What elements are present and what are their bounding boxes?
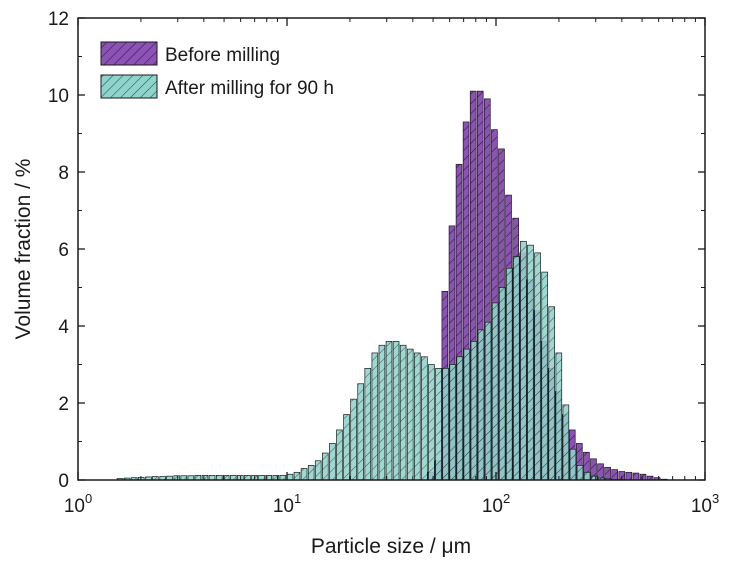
bar-after-milling-59 [534, 252, 541, 481]
x-tick-label-2: 102 [482, 491, 510, 517]
legend-label-before-milling: Before milling [165, 45, 280, 66]
x-tick-label-0: 100 [64, 491, 92, 517]
bar-after-milling-38 [385, 341, 393, 481]
bar-after-milling-43 [421, 356, 428, 481]
y-axis-title: Volume fraction / % [12, 159, 35, 340]
bar-after-milling-54 [498, 287, 506, 481]
x-tick-label-3: 103 [691, 491, 719, 517]
bar-after-milling-58 [527, 244, 534, 481]
bar-after-milling-29 [322, 452, 329, 481]
legend-swatch-after-milling [100, 74, 158, 99]
bar-after-milling-48 [456, 356, 464, 481]
bar-after-milling-27 [307, 465, 315, 481]
bar-after-milling-25 [293, 471, 301, 481]
y-tick-label-0: 0 [58, 471, 69, 492]
bar-before-milling-29 [625, 471, 633, 481]
bar-before-milling-30 [632, 472, 640, 481]
bar-after-milling-49 [463, 348, 471, 481]
bar-after-milling-61 [548, 306, 556, 481]
bar-after-milling-30 [329, 443, 336, 481]
y-tick-label-2: 4 [58, 317, 69, 338]
bar-after-milling-42 [414, 352, 421, 481]
y-tick-label-6: 12 [48, 9, 69, 30]
x-tick-label-1: 101 [273, 491, 301, 517]
bar-after-milling-63 [562, 404, 570, 481]
bar-after-milling-45 [435, 368, 442, 481]
bar-after-milling-33 [350, 398, 357, 481]
bar-after-milling-34 [357, 383, 364, 481]
bar-before-milling-31 [639, 473, 647, 481]
bar-after-milling-56 [513, 256, 520, 481]
bar-after-milling-47 [449, 364, 456, 481]
bar-after-milling-32 [343, 414, 350, 481]
x-axis: 100 101 102 103 [64, 18, 719, 517]
y-tick-label-5: 10 [48, 86, 69, 107]
bar-before-milling-25 [597, 463, 604, 481]
bar-after-milling-53 [491, 302, 499, 481]
bar-before-milling-27 [611, 469, 618, 481]
bar-after-milling-35 [364, 368, 372, 481]
bar-after-milling-50 [470, 341, 478, 481]
bar-after-milling-62 [555, 352, 563, 481]
bar-after-milling-66 [583, 471, 591, 481]
bar-after-milling-26 [300, 468, 308, 481]
bar-after-milling-60 [541, 271, 548, 481]
bar-after-milling-41 [406, 348, 414, 481]
bar-after-milling-36 [371, 352, 379, 481]
bar-after-milling-46 [442, 368, 449, 481]
legend-swatch-before-milling [100, 41, 158, 66]
bar-after-milling-65 [576, 465, 584, 481]
bar-after-milling-55 [505, 267, 513, 481]
bar-before-milling-26 [604, 466, 611, 481]
bar-after-milling-57 [520, 240, 527, 481]
x-axis-title: Particle size / μm [311, 535, 471, 558]
y-tick-label-3: 6 [58, 240, 69, 261]
bar-after-milling-44 [428, 364, 435, 481]
y-tick-label-4: 8 [58, 163, 69, 184]
bar-after-milling-39 [392, 341, 400, 481]
bar-after-milling-28 [314, 460, 322, 481]
y-axis: 0 2 4 6 8 10 12 [48, 9, 705, 492]
legend: Before milling After milling for 90 h [100, 41, 334, 99]
bar-after-milling-31 [336, 429, 343, 481]
bar-after-milling-52 [484, 321, 492, 481]
bar-after-milling-37 [378, 344, 386, 481]
legend-label-after-milling: After milling for 90 h [165, 78, 334, 99]
bar-after-milling-40 [399, 344, 407, 481]
y-tick-label-1: 2 [58, 394, 69, 415]
bar-after-milling-24 [286, 473, 294, 481]
bar-after-milling-64 [569, 448, 577, 481]
bar-after-milling-51 [477, 329, 485, 481]
